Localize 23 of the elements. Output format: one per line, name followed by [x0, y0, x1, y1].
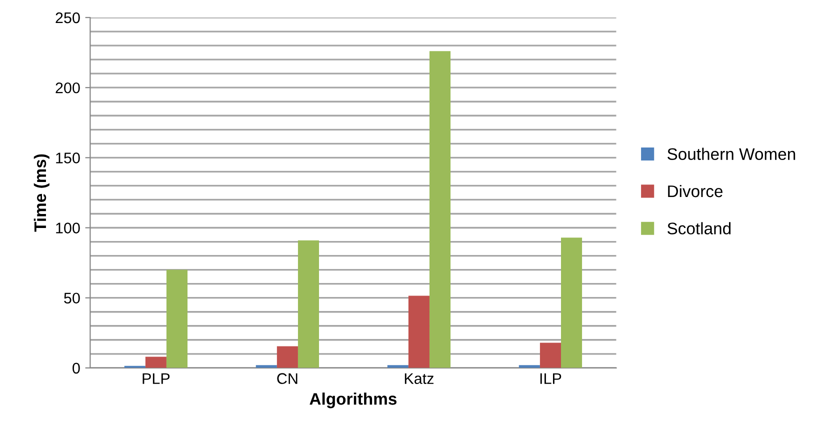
- x-tick-label: ILP: [540, 373, 562, 384]
- bar: [408, 296, 430, 368]
- bar: [298, 240, 320, 368]
- legend-label: Divorce: [668, 184, 723, 198]
- bar: [276, 346, 298, 368]
- bar: [145, 356, 166, 368]
- x-tick-label: CN: [277, 373, 298, 384]
- y-tick-label: 150: [56, 152, 80, 164]
- bar: [540, 342, 561, 368]
- bar: [166, 270, 188, 368]
- x-tick-label: Katz: [404, 373, 434, 384]
- x-axis-title: Algorithms: [310, 392, 397, 408]
- x-tick-label: PLP: [142, 373, 170, 384]
- legend-label: Southern Women: [668, 148, 796, 160]
- y-axis-title: Time (ms): [34, 154, 50, 232]
- y-tick-label: 0: [72, 362, 80, 374]
- bar: [429, 51, 451, 368]
- legend-label: Scotland: [668, 222, 731, 234]
- y-tick-label: 100: [56, 222, 80, 234]
- y-tick-label: 250: [56, 12, 80, 24]
- y-tick-label: 50: [64, 292, 80, 304]
- y-tick-label: 200: [56, 82, 80, 94]
- bar: [560, 238, 582, 368]
